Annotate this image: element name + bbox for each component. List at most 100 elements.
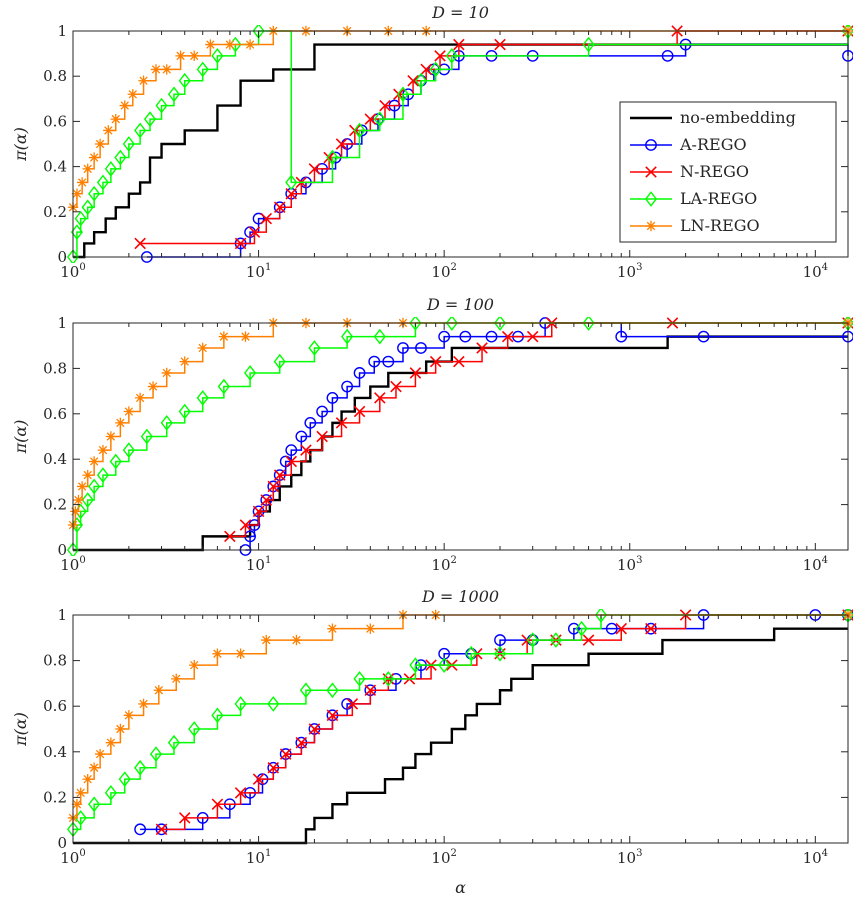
data-point-n-rego [300, 444, 312, 456]
data-point-la-rego [493, 645, 507, 662]
data-point-la-rego [134, 759, 147, 776]
data-point-ln-rego [103, 125, 114, 136]
data-point-la-rego [88, 185, 101, 202]
data-point-la-rego [582, 36, 595, 53]
x-tick-exponent: 0 [79, 555, 85, 566]
y-tick-label: 0.8 [43, 67, 67, 85]
data-point-n-rego [434, 50, 446, 62]
x-tick-base: 10 [246, 849, 265, 867]
data-point-n-rego [316, 430, 328, 443]
data-point-n-rego [279, 748, 292, 760]
data-point-ln-rego [115, 417, 126, 429]
data-point-n-rego [239, 519, 252, 531]
data-point-ln-rego [150, 64, 162, 75]
data-point-n-rego [252, 505, 265, 518]
x-tick-base: 10 [803, 263, 822, 281]
x-tick-base: 10 [431, 556, 450, 574]
x-tick-exponent: 3 [636, 262, 642, 273]
axes-box [72, 614, 849, 844]
data-point-n-rego [453, 38, 465, 51]
legend-label-no-embedding: no-embedding [680, 108, 796, 127]
data-point-ln-rego [171, 673, 182, 685]
data-point-n-rego [501, 330, 514, 343]
data-point-la-rego [167, 86, 181, 103]
data-point-a-rego [252, 212, 265, 225]
data-point-la-rego [353, 670, 366, 687]
data-point-a-rego [459, 330, 472, 343]
data-point-la-rego [273, 353, 286, 370]
x-tick-label: 101 [246, 262, 271, 281]
data-point-n-rego [390, 380, 402, 393]
data-point-n-rego [234, 237, 247, 250]
data-point-ln-rego [88, 456, 100, 467]
data-point-a-rego [438, 330, 451, 343]
data-point-ln-rego [75, 787, 86, 799]
x-tick-exponent: 1 [265, 848, 271, 859]
panel-title: D = 100 [426, 295, 494, 314]
data-point-n-rego [326, 709, 339, 722]
data-point-ln-rego [82, 163, 93, 175]
series-line-n-rego [140, 30, 848, 245]
data-point-n-rego [252, 773, 265, 785]
data-point-n-rego [285, 455, 298, 468]
data-point-ln-rego [115, 723, 126, 735]
data-point-la-rego [188, 721, 201, 737]
x-tick-base: 10 [60, 263, 79, 281]
x-tick-exponent: 4 [822, 262, 828, 273]
legend-label-ln-rego: LN-REGO [680, 216, 760, 235]
data-point-a-rego [415, 342, 427, 354]
data-point-ln-rego [94, 748, 106, 760]
y-tick-label: 1 [57, 314, 67, 332]
data-point-la-rego [396, 86, 410, 103]
data-point-n-rego [420, 63, 432, 76]
data-point-n-rego [178, 812, 191, 824]
data-point-ln-rego [244, 39, 256, 50]
data-point-la-rego [67, 249, 80, 263]
x-tick-label: 101 [246, 555, 271, 574]
data-point-la-rego [326, 149, 339, 166]
data-point-ln-rego [291, 634, 302, 646]
x-tick-label: 102 [431, 555, 456, 574]
data-point-n-rego [374, 392, 386, 404]
axes-box [72, 30, 849, 258]
data-point-ln-rego [105, 737, 117, 748]
data-point-la-rego [178, 403, 191, 420]
x-tick-base: 10 [431, 849, 450, 867]
y-axis-label: π(α) [11, 127, 30, 162]
data-point-n-rego [494, 38, 506, 51]
x-tick-exponent: 2 [451, 848, 457, 859]
x-tick-base: 10 [60, 849, 79, 867]
x-tick-label: 104 [803, 848, 828, 867]
data-point-a-rego [567, 622, 580, 635]
data-point-la-rego [341, 328, 354, 345]
data-point-ln-rego [189, 659, 200, 671]
data-point-n-rego [379, 99, 391, 112]
x-tick-label: 102 [431, 848, 456, 867]
x-tick-exponent: 0 [79, 262, 85, 273]
data-point-ln-rego [94, 138, 106, 150]
y-tick-label: 0 [57, 834, 67, 852]
data-point-n-rego [582, 634, 595, 646]
data-point-la-rego [285, 174, 298, 191]
y-tick-label: 0.6 [43, 697, 67, 715]
data-point-a-rego [341, 380, 354, 393]
series-line-la-rego [73, 30, 849, 258]
x-tick-base: 10 [617, 849, 636, 867]
y-tick-label: 0.2 [43, 203, 67, 221]
data-point-n-rego [224, 530, 236, 543]
data-point-n-rego [273, 201, 286, 214]
x-tick-base: 10 [246, 556, 265, 574]
data-point-n-rego [295, 736, 308, 749]
data-point-la-rego [81, 199, 94, 216]
data-point-la-rego [196, 61, 209, 78]
x-tick-base: 10 [803, 556, 822, 574]
data-point-a-rego [368, 355, 381, 368]
data-point-ln-rego [179, 356, 190, 367]
data-point-n-rego [273, 469, 286, 481]
series-line-n-rego [229, 322, 848, 538]
data-point-la-rego [114, 149, 127, 166]
data-point-ln-rego [76, 177, 88, 188]
